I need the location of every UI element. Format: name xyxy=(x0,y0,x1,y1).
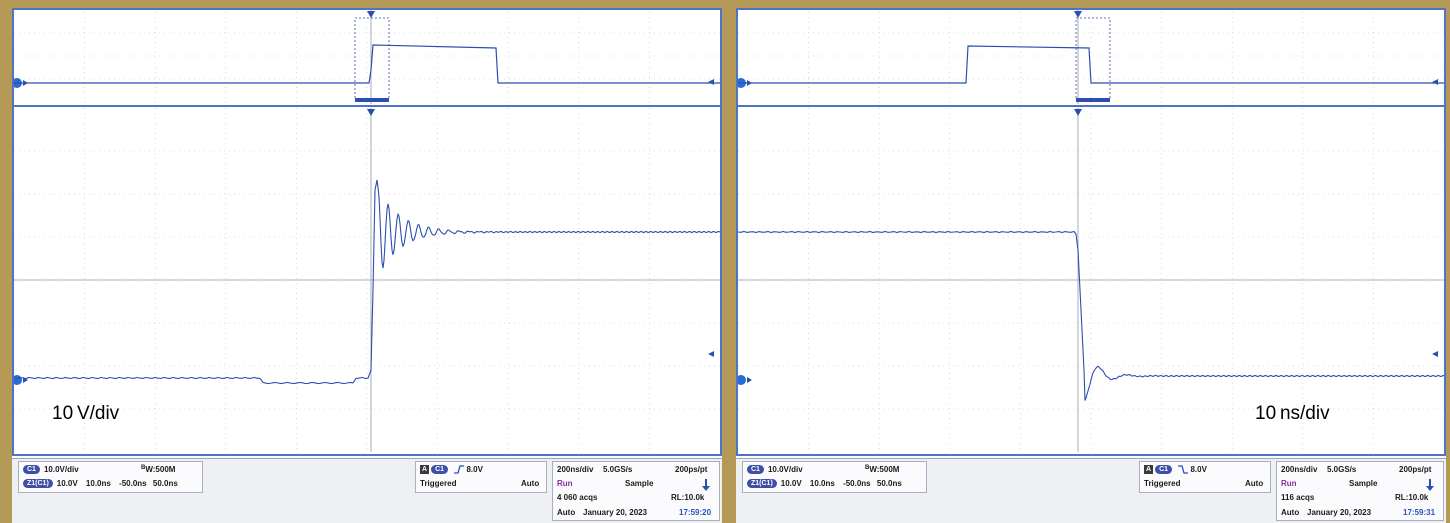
overview-trace xyxy=(738,45,1444,84)
acquisition-date: January 20, 2023 xyxy=(1307,508,1372,517)
volts-per-div-caption: 10 V/div xyxy=(52,403,120,424)
trigger-level: 8.0V xyxy=(1190,465,1207,474)
z1-time: 10.0ns xyxy=(85,479,111,488)
trigger-a-badge: A xyxy=(420,465,430,475)
trigger-position-icon xyxy=(367,11,375,18)
trigger-level-icon xyxy=(708,79,714,85)
waveform-trace xyxy=(14,179,720,385)
acquisition-time: 17:59:31 xyxy=(1403,508,1436,517)
trigger-state: Triggered xyxy=(1144,479,1181,488)
acquisition-count: 116 acqs xyxy=(1281,493,1315,502)
trigger-source-badge: C1 xyxy=(1155,465,1173,475)
acquisition-time: 17:59:20 xyxy=(679,508,712,517)
waveform-display xyxy=(738,10,1444,452)
overview-grid xyxy=(738,12,1444,104)
waveform-screen xyxy=(12,8,722,456)
c1-badge: C1 xyxy=(747,465,764,475)
bw-prefix: B xyxy=(865,465,870,471)
record-length: RL:10.0k xyxy=(671,493,705,502)
z1-scale: 10.0V xyxy=(780,479,802,488)
bandwidth-limit: W:500M xyxy=(145,465,176,474)
zoom-window-bar xyxy=(1076,98,1110,102)
z1-offset: -50.0ns xyxy=(843,479,871,488)
trigger-level: 8.0V xyxy=(466,465,483,474)
waveform-trace xyxy=(738,230,1444,401)
trigger-level-icon xyxy=(1432,79,1438,85)
trigger-level-icon xyxy=(1432,351,1438,357)
overview-trace xyxy=(14,44,720,84)
c1-scale: 10.0V/div xyxy=(767,465,803,474)
z1-span: 50.0ns xyxy=(152,479,178,488)
resolution: 200ps/pt xyxy=(675,465,708,474)
trigger-position-icon xyxy=(367,109,375,116)
acquisition-run-mode: Auto xyxy=(1281,508,1300,517)
time-per-div-caption: 10 ns/div xyxy=(1255,403,1330,424)
trigger-mode: Auto xyxy=(1245,479,1264,488)
c1-badge: C1 xyxy=(23,465,40,475)
resolution: 200ps/pt xyxy=(1399,465,1432,474)
z1-scale: 10.0V xyxy=(56,479,78,488)
status-bar: C1 10.0V/div BW:500M Z1(C1) 10.0V 10.0ns -… xyxy=(12,458,722,523)
overview-grid xyxy=(14,12,720,104)
arrow-down-icon xyxy=(1426,479,1434,491)
timebase: 200ns/div xyxy=(1281,465,1318,474)
ground-marker-icon xyxy=(738,375,746,385)
trigger-mode: Auto xyxy=(521,479,540,488)
acquisition-mode: Sample xyxy=(625,479,654,488)
scope-panel-right: 10 ns/div C1 10.0V/div BW:500M Z1(C1) 10.0… xyxy=(736,8,1446,523)
sample-rate: 5.0GS/s xyxy=(1327,465,1357,474)
z1-badge: Z1(C1) xyxy=(747,479,777,489)
status-bar: C1 10.0V/div BW:500M Z1(C1) 10.0V 10.0ns -… xyxy=(736,458,1446,523)
arrow-down-icon xyxy=(702,479,710,491)
acquisition-mode: Sample xyxy=(1349,479,1378,488)
trigger-state: Triggered xyxy=(420,479,457,488)
trigger-readout[interactable]: A C1 8.0V Triggered Auto xyxy=(415,461,547,493)
z1-badge: Z1(C1) xyxy=(23,479,53,489)
bandwidth-limit: W:500M xyxy=(869,465,900,474)
trigger-level-icon xyxy=(708,351,714,357)
zoom-window xyxy=(1075,17,1111,101)
timebase: 200ns/div xyxy=(557,465,594,474)
channel-readout[interactable]: C1 10.0V/div BW:500M Z1(C1) 10.0V 10.0ns -… xyxy=(18,461,203,493)
z1-span: 50.0ns xyxy=(876,479,902,488)
horizontal-readout[interactable]: 200ns/div 5.0GS/s 200ps/pt Run Sample 4 … xyxy=(552,461,720,521)
trigger-source-badge: C1 xyxy=(431,465,449,475)
run-state: Run xyxy=(557,479,573,488)
trigger-a-badge: A xyxy=(1144,465,1154,475)
waveform-display xyxy=(14,10,720,452)
z1-offset: -50.0ns xyxy=(119,479,147,488)
scope-panel-left: 10 V/div C1 10.0V/div BW:500M Z1(C1) 10.0V… xyxy=(12,8,722,523)
acquisition-date: January 20, 2023 xyxy=(583,508,648,517)
falling-edge-icon xyxy=(1178,465,1189,475)
run-state: Run xyxy=(1281,479,1297,488)
horizontal-readout[interactable]: 200ns/div 5.0GS/s 200ps/pt Run Sample 11… xyxy=(1276,461,1444,521)
bw-prefix: B xyxy=(141,465,146,471)
ground-arrow-icon xyxy=(747,377,752,383)
acquisition-run-mode: Auto xyxy=(557,508,576,517)
ground-marker-icon xyxy=(14,375,22,385)
trigger-position-icon xyxy=(1074,109,1082,116)
rising-edge-icon xyxy=(454,465,465,475)
channel-readout[interactable]: C1 10.0V/div BW:500M Z1(C1) 10.0V 10.0ns -… xyxy=(742,461,927,493)
waveform-screen xyxy=(736,8,1446,456)
trigger-readout[interactable]: A C1 8.0V Triggered Auto xyxy=(1139,461,1271,493)
zoom-window-bar xyxy=(355,98,389,102)
record-length: RL:10.0k xyxy=(1395,493,1429,502)
sample-rate: 5.0GS/s xyxy=(603,465,633,474)
c1-scale: 10.0V/div xyxy=(43,465,79,474)
trigger-position-icon xyxy=(1074,11,1082,18)
acquisition-count: 4 060 acqs xyxy=(557,493,598,502)
z1-time: 10.0ns xyxy=(809,479,835,488)
